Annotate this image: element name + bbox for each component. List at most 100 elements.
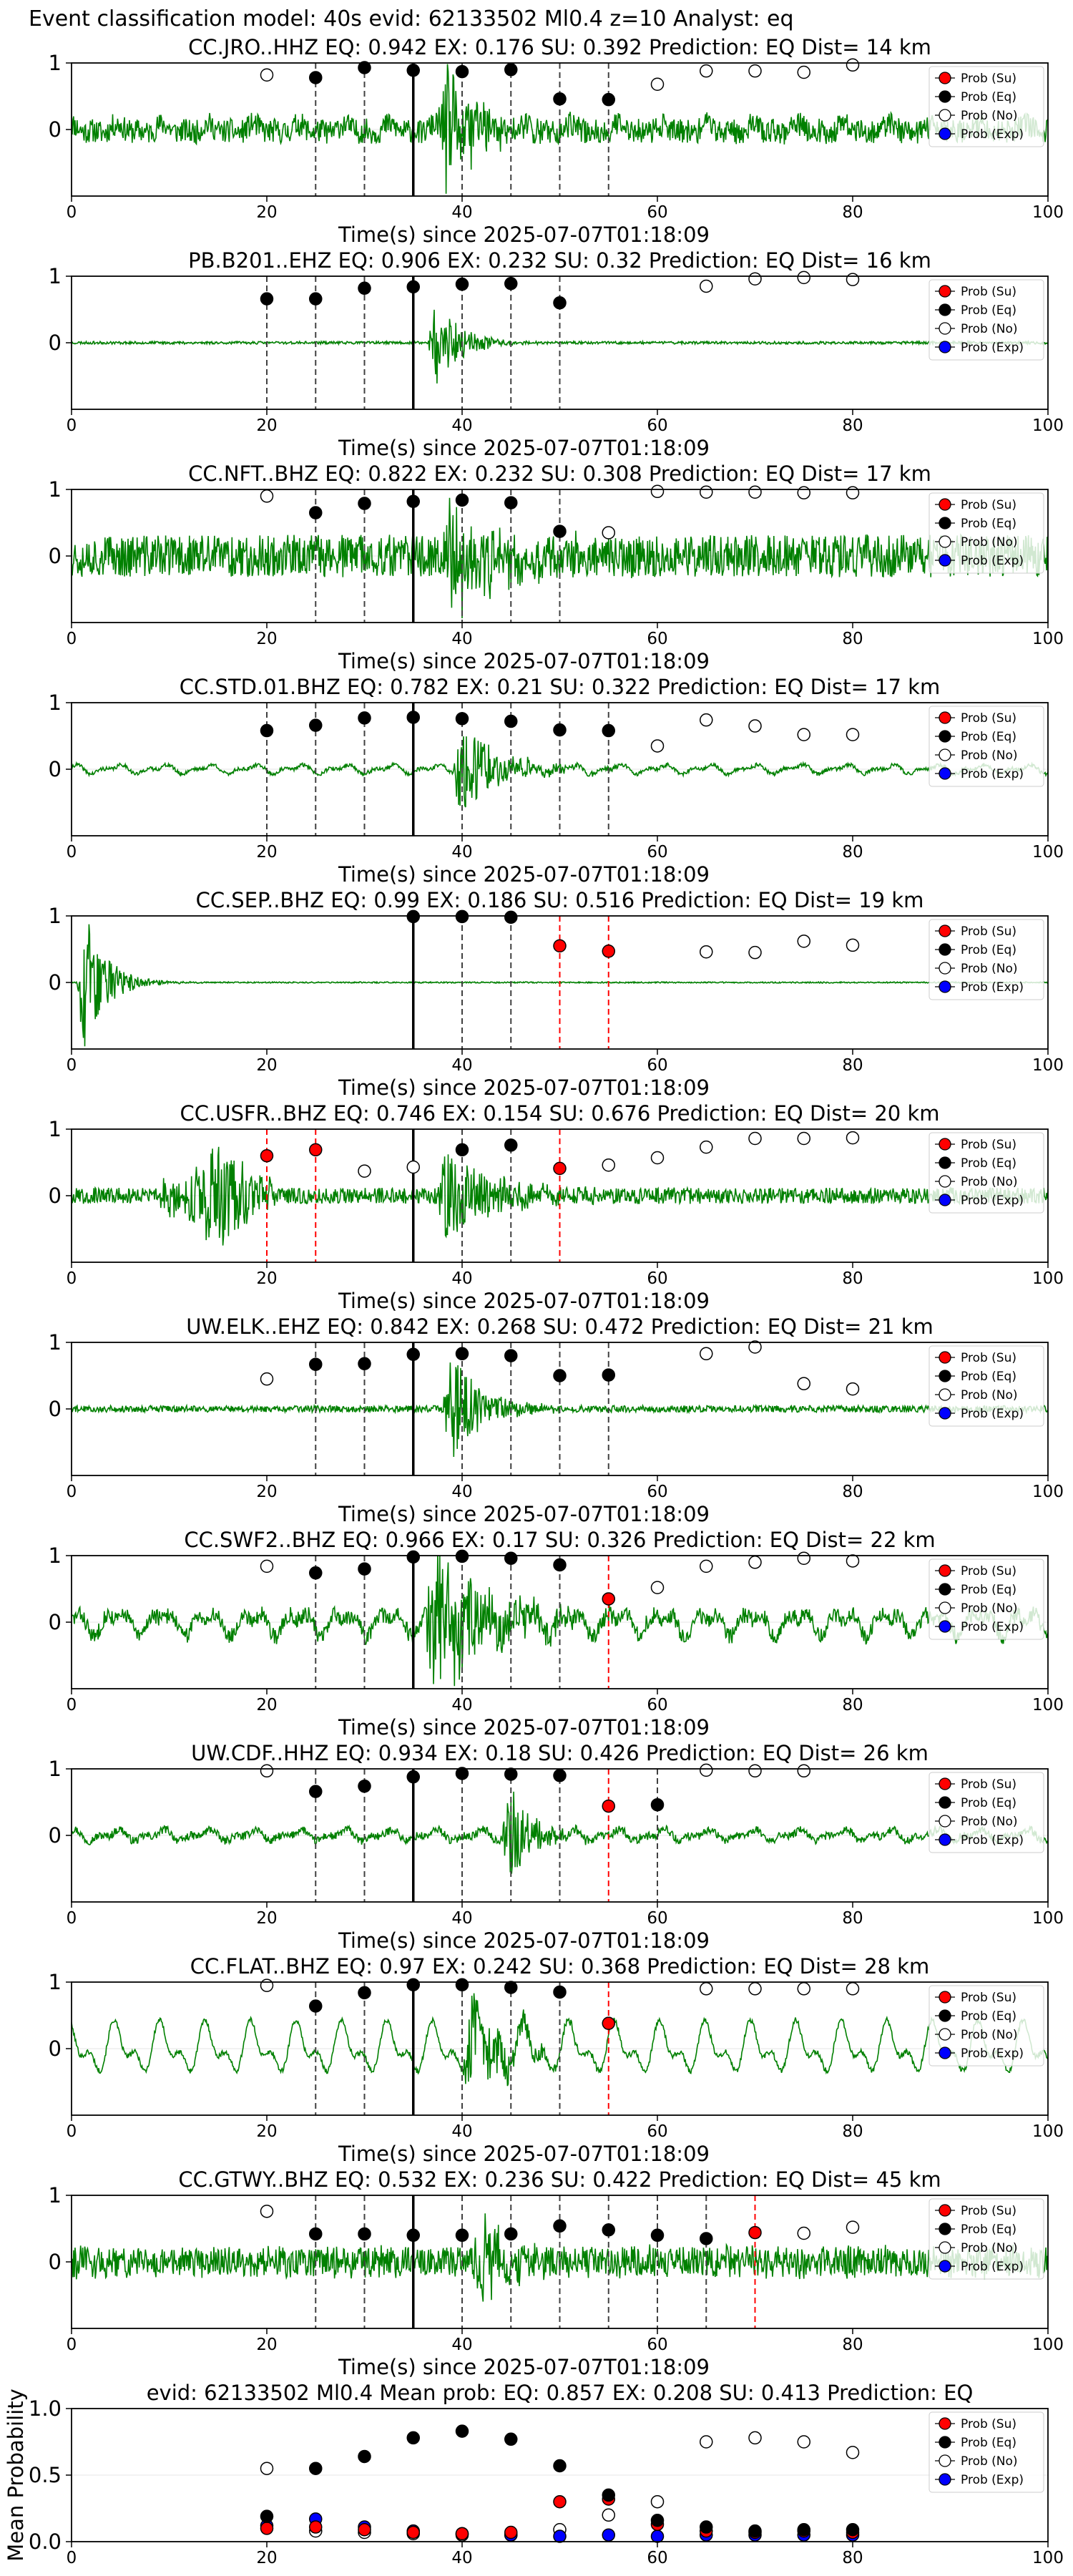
legend-marker-no	[939, 535, 951, 548]
y-tick-label: 0	[49, 1184, 62, 1208]
prob-point-su	[748, 2225, 762, 2240]
prob-point-eq	[455, 2424, 469, 2438]
prob-point-eq	[406, 494, 420, 508]
legend-label-eq: Prob (Eq)	[961, 1370, 1016, 1384]
prob-point-eq	[455, 493, 469, 507]
legend-label-su: Prob (Su)	[961, 498, 1016, 512]
prob-point-no	[700, 279, 713, 293]
plot-area	[72, 1129, 1048, 1262]
x-tick-label: 20	[256, 203, 277, 222]
legend-label-exp: Prob (Exp)	[961, 554, 1024, 568]
legend-marker-su	[939, 2204, 951, 2217]
legend-label-no: Prob (No)	[961, 1815, 1018, 1829]
legend-label-su: Prob (Su)	[961, 1138, 1016, 1152]
legend: Prob (Su) Prob (Eq) Prob (No) Prob (Exp)	[929, 492, 1044, 574]
prob-point-no	[700, 1140, 713, 1154]
prob-point-no	[748, 945, 762, 960]
legend-marker-no	[939, 1175, 951, 1188]
legend: Prob (Su) Prob (Eq) Prob (No) Prob (Exp)	[929, 2411, 1044, 2493]
prob-point-no	[846, 2220, 860, 2234]
prob-point-no	[650, 1151, 665, 1165]
legend-box	[929, 279, 1044, 361]
prob-point-no	[748, 485, 762, 499]
waveform-trace	[72, 1791, 1048, 1874]
y-tick-label: 0	[49, 331, 62, 355]
panel-title: CC.GTWY..BHZ EQ: 0.532 EX: 0.236 SU: 0.4…	[178, 2167, 941, 2192]
legend-marker-no	[939, 748, 951, 761]
x-tick-label: 100	[1032, 2549, 1064, 2567]
x-tick-label: 80	[842, 203, 863, 222]
prob-point-no	[260, 1559, 274, 1574]
prob-point-no	[748, 719, 762, 733]
prob-point-eq	[602, 1368, 615, 1382]
legend-marker-su	[939, 2417, 951, 2430]
prob-point-no	[602, 1158, 615, 1172]
y-tick-label: 1	[49, 2183, 62, 2207]
panel-4: CC.STD.01.BHZ EQ: 0.782 EX: 0.21 SU: 0.3…	[49, 675, 1064, 887]
waveform-trace	[72, 1362, 1048, 1458]
panel-title: CC.JRO..HHZ EQ: 0.942 EX: 0.176 SU: 0.39…	[188, 35, 931, 59]
legend-label-su: Prob (Su)	[961, 2417, 1016, 2431]
y-tick-label: 0.5	[29, 2463, 62, 2487]
panel-title: CC.SEP..BHZ EQ: 0.99 EX: 0.186 SU: 0.516…	[196, 888, 924, 912]
x-tick-label: 40	[451, 416, 472, 435]
legend-marker-no	[939, 962, 951, 975]
legend-box	[929, 2411, 1044, 2493]
legend-label-eq: Prob (Eq)	[961, 90, 1016, 104]
prob-point-eq	[358, 61, 371, 74]
legend-box	[929, 1558, 1044, 1640]
prob-point-no	[602, 526, 615, 540]
legend-marker-eq	[939, 1796, 951, 1809]
x-tick-label: 20	[256, 1909, 277, 1928]
prob-point-eq	[309, 1566, 323, 1580]
x-tick-label: 20	[256, 1269, 277, 1288]
x-tick-label: 20	[256, 2549, 277, 2567]
prob-point-eq	[553, 92, 567, 106]
prob-point-eq	[406, 63, 420, 77]
prob-point-no	[797, 1982, 810, 1996]
x-tick-label: 100	[1032, 2122, 1064, 2141]
legend-label-eq: Prob (Eq)	[961, 2223, 1016, 2237]
panel-title: CC.NFT..BHZ EQ: 0.822 EX: 0.232 SU: 0.30…	[188, 462, 931, 486]
x-tick-label: 60	[647, 203, 667, 222]
legend-label-eq: Prob (Eq)	[961, 943, 1016, 957]
legend-label-eq: Prob (Eq)	[961, 1583, 1016, 1597]
panel-12: evid: 62133502 Ml0.4 Mean prob: EQ: 0.85…	[4, 2381, 1064, 2567]
prob-point-eq	[700, 2232, 713, 2245]
legend-label-eq: Prob (Eq)	[961, 303, 1016, 318]
prob-point-no	[260, 2205, 274, 2218]
prob-point-no	[797, 486, 810, 499]
prob-point-eq	[504, 1981, 518, 1994]
legend-box	[929, 2198, 1044, 2280]
prob-point-no	[700, 1347, 713, 1361]
x-tick-label: 0	[67, 630, 77, 648]
x-tick-label: 60	[647, 1056, 667, 1075]
prob-point-eq	[455, 1978, 469, 1991]
legend-label-no: Prob (No)	[961, 1175, 1018, 1189]
prob-point-eq	[602, 723, 615, 738]
legend-marker-no	[939, 1815, 951, 1828]
prob-point-no	[748, 1982, 762, 1996]
prob-point-su	[602, 1592, 615, 1606]
x-axis-label: Time(s) since 2025-07-07T01:18:09	[338, 223, 710, 247]
y-tick-label: 0.0	[29, 2529, 62, 2554]
x-tick-label: 100	[1032, 1909, 1064, 1928]
x-tick-label: 100	[1032, 203, 1064, 222]
x-tick-label: 80	[842, 2336, 863, 2354]
legend-label-exp: Prob (Exp)	[961, 1194, 1024, 1208]
legend-marker-exp	[939, 1407, 951, 1420]
y-tick-label: 1.0	[29, 2396, 62, 2421]
prob-point-eq	[309, 1357, 323, 1371]
prob-point-eq	[455, 1767, 469, 1780]
prob-point-no	[846, 938, 860, 952]
prob-point-no	[797, 1764, 810, 1778]
y-tick-label: 1	[49, 1970, 62, 1994]
prob-point-no	[797, 2435, 810, 2449]
legend-label-su: Prob (Su)	[961, 1991, 1016, 2005]
prob-point-no	[700, 2435, 713, 2449]
prob-point-eq	[406, 2228, 420, 2243]
x-tick-label: 0	[67, 1696, 77, 1714]
prob-point-eq	[602, 2488, 615, 2502]
x-tick-label: 40	[451, 630, 472, 648]
prob-point-eq	[406, 2431, 420, 2445]
